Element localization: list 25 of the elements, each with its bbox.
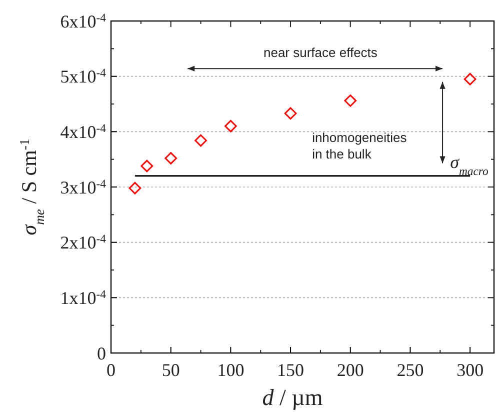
y-tick-label: 4x10$^{-4}$	[60, 121, 106, 142]
x-tick-label: 300	[456, 360, 484, 380]
x-axis-title: d / µm	[262, 385, 323, 410]
annotation: near surface effects	[263, 44, 378, 60]
y-tick-label: 1x10$^{-4}$	[60, 287, 106, 308]
y-tick-label: 6x10$^{-4}$	[60, 10, 106, 32]
x-tick-label: 100	[217, 360, 244, 380]
point	[284, 107, 297, 120]
point	[140, 160, 154, 172]
annotation: inhomogeneities in the bulk	[312, 130, 408, 162]
y-tick-label: 0	[97, 343, 106, 364]
x-tick-label: 150	[277, 360, 304, 380]
x-tick-label: 50	[162, 360, 180, 380]
series-label: σ$_{macro}$	[450, 152, 489, 178]
y-tick-label: 2x10$^{-4}$	[60, 232, 106, 253]
x-tick-label: 250	[396, 360, 424, 380]
point	[464, 72, 476, 86]
point	[128, 182, 142, 194]
point	[164, 152, 178, 164]
x-tick-label: 200	[336, 360, 364, 380]
point	[194, 134, 207, 147]
point	[344, 94, 357, 107]
point	[224, 120, 237, 132]
y-tick-label: 3x10$^{-4}$	[60, 176, 106, 198]
y-tick-label: 5x10$^{-4}$	[60, 66, 106, 87]
